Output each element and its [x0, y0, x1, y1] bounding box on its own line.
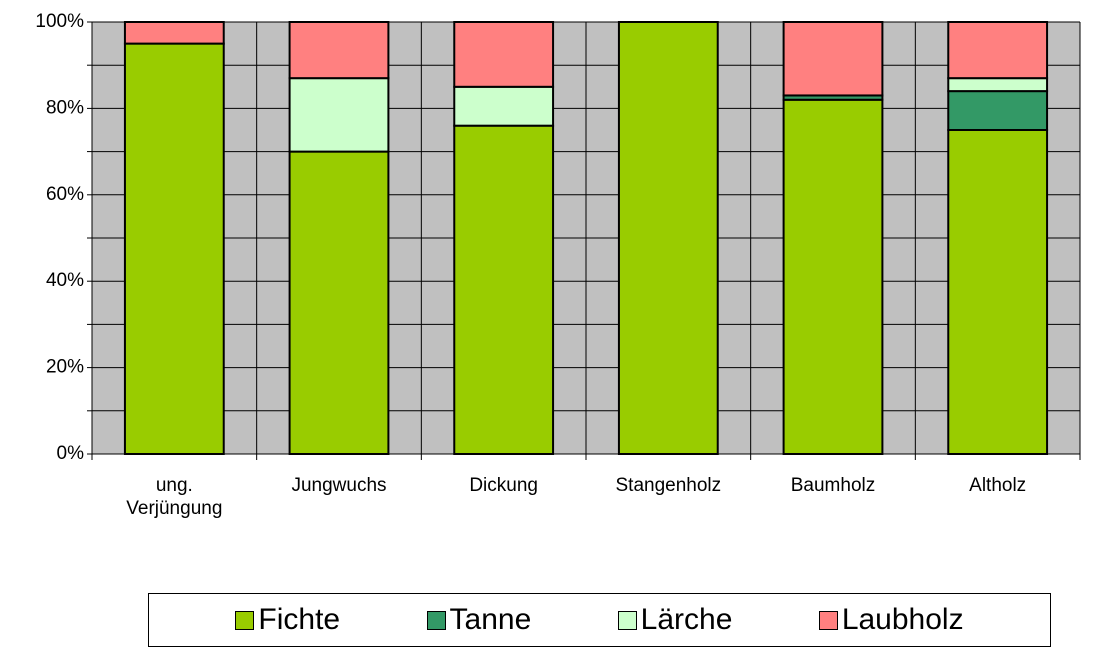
legend-label: Laubholz [841, 603, 964, 636]
bar-segment [453, 124, 555, 456]
bar-segment [453, 21, 555, 88]
y-tick-label: 20% [46, 357, 84, 378]
chart: 0% 20% 40% 60% 80% 100% [35, 11, 1081, 464]
legend-item: Tanne [426, 603, 532, 637]
bar-segment [947, 90, 1049, 132]
x-tick-label: Baumholz [790, 475, 876, 496]
bar-segment [947, 21, 1049, 80]
legend-label: Fichte [258, 603, 341, 636]
y-tick-label: 80% [46, 97, 84, 118]
legend: Fichte Tanne Lärche Laubholz [148, 593, 1051, 647]
legend-swatch [426, 610, 446, 630]
legend-item: Fichte [235, 603, 340, 637]
bar-segment [782, 21, 884, 97]
y-tick-label: 60% [46, 184, 84, 205]
legend-label: Lärche [640, 603, 733, 636]
x-tick-label: ung. Verjüngung [126, 475, 223, 519]
y-tick-label: 40% [46, 270, 84, 291]
bar-segment [617, 21, 719, 455]
y-tick-label: 0% [57, 443, 85, 464]
bar-segment [288, 77, 390, 153]
y-tick-label: 100% [35, 11, 84, 32]
bar-segment [947, 77, 1049, 93]
legend-swatch [617, 610, 637, 630]
bar-segment [947, 129, 1049, 455]
bar-segment [288, 21, 390, 80]
x-tick-label: Jungwuchs [291, 475, 387, 496]
legend-item: Laubholz [818, 603, 964, 637]
bar-segment [288, 150, 390, 455]
bar-segment [123, 21, 225, 45]
legend-swatch [818, 610, 838, 630]
x-tick-label: Dickung [469, 475, 538, 496]
bar-segment [123, 42, 225, 455]
bar-segment [453, 85, 555, 127]
legend-swatch [235, 610, 255, 630]
legend-label: Tanne [449, 603, 532, 636]
bar-segment [782, 98, 884, 455]
x-tick-label: Stangenholz [615, 475, 722, 496]
x-tick-label: Altholz [969, 475, 1027, 496]
legend-item: Lärche [617, 603, 733, 637]
